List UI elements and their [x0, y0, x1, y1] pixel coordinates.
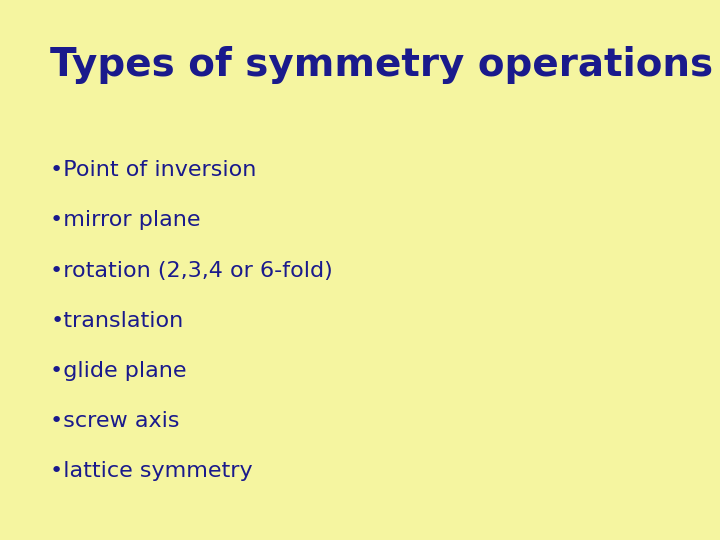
Text: •rotation (2,3,4 or 6-fold): •rotation (2,3,4 or 6-fold) — [50, 260, 333, 281]
Text: •glide plane: •glide plane — [50, 361, 187, 381]
Text: •lattice symmetry: •lattice symmetry — [50, 461, 253, 482]
Text: •Point of inversion: •Point of inversion — [50, 160, 257, 180]
Text: •screw axis: •screw axis — [50, 411, 180, 431]
Text: •mirror plane: •mirror plane — [50, 210, 201, 231]
Text: •translation: •translation — [50, 310, 184, 331]
Text: Types of symmetry operations: Types of symmetry operations — [50, 46, 714, 84]
